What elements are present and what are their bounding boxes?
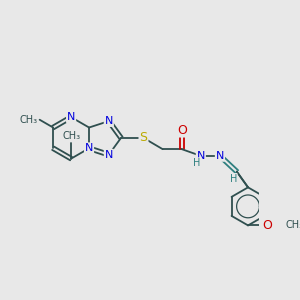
Text: N: N [85,143,93,153]
Text: O: O [177,124,187,136]
Text: S: S [140,131,148,144]
Text: CH₃: CH₃ [62,131,80,141]
Text: N: N [105,150,113,160]
Text: N: N [67,112,75,122]
Text: CH₃: CH₃ [286,220,300,230]
Text: N: N [196,151,205,161]
Text: CH₃: CH₃ [20,115,38,125]
Text: N: N [216,151,224,161]
Text: N: N [105,116,113,126]
Text: H: H [193,158,200,168]
Text: O: O [262,219,272,232]
Text: H: H [230,173,237,184]
